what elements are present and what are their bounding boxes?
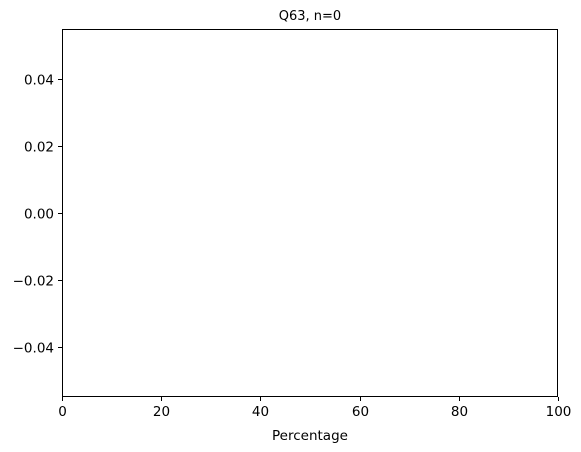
x-axis-label: Percentage <box>272 428 348 444</box>
x-tick-label: 40 <box>252 404 269 420</box>
x-tick-label: 80 <box>451 404 468 420</box>
plot-area <box>62 29 558 397</box>
x-axis-ticks: 0 20 40 60 80 100 <box>58 397 571 420</box>
chart-title: Q63, n=0 <box>279 9 341 24</box>
y-axis-ticks: −0.04 −0.02 0.00 0.02 0.04 <box>13 73 62 357</box>
y-tick-label: 0.00 <box>24 207 54 223</box>
y-tick-label: 0.04 <box>24 73 54 89</box>
y-tick-label: −0.02 <box>13 274 54 290</box>
x-tick-label: 20 <box>153 404 170 420</box>
y-tick-label: −0.04 <box>13 341 54 357</box>
x-tick-label: 60 <box>352 404 369 420</box>
plot-frame <box>62 29 558 397</box>
x-tick-label: 0 <box>58 404 67 420</box>
x-tick-label: 100 <box>546 404 572 420</box>
y-tick-label: 0.02 <box>24 140 54 156</box>
